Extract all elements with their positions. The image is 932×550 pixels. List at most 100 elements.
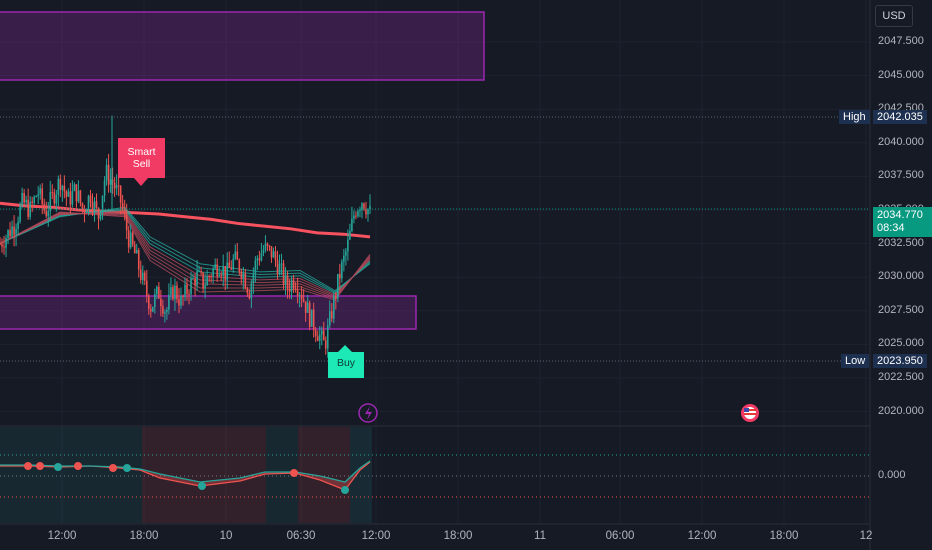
candle-body: [85, 210, 88, 213]
candle-body: [166, 309, 168, 313]
candle-body: [343, 255, 345, 262]
candle-body: [282, 263, 285, 285]
osc-signal-dot: [54, 463, 62, 471]
currency-button[interactable]: USD: [875, 5, 913, 27]
candle-body: [53, 192, 56, 204]
candle-body: [117, 185, 120, 187]
candle-body: [308, 302, 311, 327]
candle-body: [365, 208, 367, 215]
candle-body: [109, 179, 112, 185]
candle-body: [27, 199, 29, 217]
sell-signal-marker[interactable]: [118, 138, 165, 186]
candle-body: [107, 164, 110, 185]
price-tick-label: 2022.500: [878, 371, 924, 383]
candle-body: [202, 272, 204, 289]
candle-body: [95, 201, 98, 209]
candle-body: [369, 205, 371, 210]
candle-body: [89, 195, 92, 203]
candle-body: [353, 215, 355, 219]
low-label: Low: [841, 354, 870, 368]
candle-body: [258, 258, 261, 261]
osc-signal-dot: [36, 462, 44, 470]
candle-body: [0, 243, 1, 245]
lightning-icon[interactable]: [358, 403, 378, 423]
candle-body: [276, 260, 279, 275]
price-tick-label: 2040.000: [878, 135, 924, 148]
candle-body: [214, 264, 216, 269]
price-tick-label: 2027.500: [878, 303, 924, 316]
candle-body: [59, 178, 62, 190]
last-price-value: 2034.770: [877, 209, 923, 221]
candle-body: [184, 284, 186, 298]
price-tick-label: 2047.500: [878, 35, 924, 47]
candle-body: [41, 188, 44, 205]
candle-body: [135, 250, 138, 254]
candle-body: [91, 202, 94, 211]
candle-body: [328, 311, 331, 326]
sell-signal-label: Smart Sell: [127, 146, 156, 170]
candle-body: [13, 226, 15, 235]
candle-body: [304, 301, 307, 313]
candle-body: [154, 294, 156, 307]
candle-body: [206, 276, 208, 286]
buy-signal-marker[interactable]: [328, 345, 364, 378]
candle-body: [355, 215, 357, 217]
candle-body: [302, 299, 305, 302]
candle-body: [31, 201, 33, 203]
upper-zone: [0, 11, 485, 81]
candle-body: [145, 280, 148, 296]
candle-body: [192, 278, 194, 280]
candle-body: [278, 263, 281, 275]
candle-body: [164, 312, 166, 314]
candle-body: [351, 218, 353, 231]
time-tick-label: 18:00: [129, 530, 159, 542]
candle-body: [180, 296, 182, 306]
lower-zone: [0, 295, 417, 330]
candle-body: [256, 258, 259, 261]
candle-body: [37, 194, 40, 197]
candle-body: [131, 232, 134, 245]
ema-ribbon-line: [0, 211, 371, 301]
candle-body: [23, 193, 25, 203]
candle-body: [238, 259, 241, 272]
candle-body: [320, 330, 323, 335]
candle-body: [133, 244, 136, 254]
candle-body: [75, 184, 78, 202]
candle-body: [55, 194, 58, 204]
candle-body: [113, 183, 116, 189]
candle-body: [67, 191, 70, 197]
candle-body: [11, 226, 13, 237]
candle-body: [63, 185, 66, 192]
price-tick-label: 2032.500: [878, 236, 924, 249]
candle-body: [156, 286, 158, 295]
candle-body: [270, 246, 273, 258]
candle-body: [186, 284, 188, 294]
candle-body: [196, 271, 198, 286]
candle-body: [341, 261, 343, 279]
osc-signal-dot: [290, 469, 298, 477]
candle-body: [17, 221, 19, 229]
candle-body: [7, 230, 9, 239]
candle-body: [367, 209, 369, 215]
candle-body: [272, 251, 275, 258]
time-tick-label: 18:00: [769, 530, 799, 542]
us-flag-icon[interactable]: [741, 404, 759, 422]
time-tick-label: 12:00: [361, 530, 391, 542]
time-tick-label: 12:00: [687, 530, 717, 542]
candle-body: [210, 276, 212, 278]
candle-body: [101, 195, 104, 213]
candle-body: [190, 278, 192, 295]
candle-body: [268, 245, 271, 247]
candle-body: [361, 203, 363, 210]
buy-signal-label: Buy: [336, 357, 356, 369]
candle-body: [39, 188, 42, 195]
candle-body: [9, 230, 11, 237]
candle-body: [306, 302, 309, 313]
candle-body: [77, 190, 80, 202]
candle-body: [1, 243, 3, 247]
candle-body: [97, 208, 100, 219]
ma-ribbon: [0, 201, 371, 301]
candle-body: [123, 209, 126, 215]
osc-signal-dot: [74, 462, 82, 470]
